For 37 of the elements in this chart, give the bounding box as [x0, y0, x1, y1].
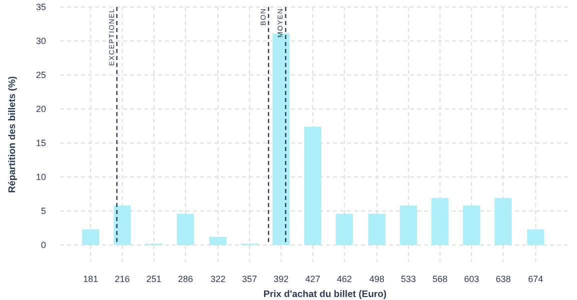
x-axis-title: Prix d'achat du billet (Euro): [263, 289, 387, 300]
bar: [527, 229, 544, 245]
y-tick-label: 25: [36, 70, 46, 80]
y-tick-label: 10: [36, 172, 46, 182]
x-tick-label: 181: [83, 274, 98, 284]
x-tick-label: 357: [242, 274, 258, 284]
x-tick-label: 392: [274, 274, 289, 284]
bar: [400, 206, 417, 245]
bar: [368, 214, 386, 245]
x-tick-label: 286: [178, 274, 193, 284]
x-tick-label: 568: [432, 274, 448, 284]
y-axis-title: Répartition des billets (%): [7, 76, 18, 193]
bar: [304, 126, 322, 245]
x-tick-label: 638: [496, 274, 511, 284]
bar: [463, 206, 480, 245]
bar: [209, 236, 227, 245]
x-tick-label: 251: [146, 274, 162, 284]
x-tick-label: 216: [114, 274, 130, 284]
bar: [431, 198, 449, 245]
x-tick-label: 498: [369, 274, 384, 284]
bar: [336, 214, 353, 245]
bar: [114, 206, 131, 245]
y-tick-label: 35: [36, 2, 46, 12]
bar: [494, 198, 512, 245]
y-tick-label: 15: [36, 138, 46, 148]
y-tick-label: 30: [36, 36, 46, 46]
x-tick-label: 322: [210, 274, 226, 284]
x-tick-label: 674: [528, 274, 544, 284]
y-tick-label: 5: [40, 206, 46, 216]
bar: [82, 229, 100, 245]
x-tick-label: 427: [305, 274, 320, 284]
x-tick-label: 533: [400, 274, 416, 284]
y-tick-label: 20: [36, 104, 46, 114]
x-tick-label: 462: [336, 274, 352, 284]
x-tick-label: 603: [464, 274, 480, 284]
y-tick-label: 0: [40, 240, 46, 250]
bar: [176, 214, 194, 245]
